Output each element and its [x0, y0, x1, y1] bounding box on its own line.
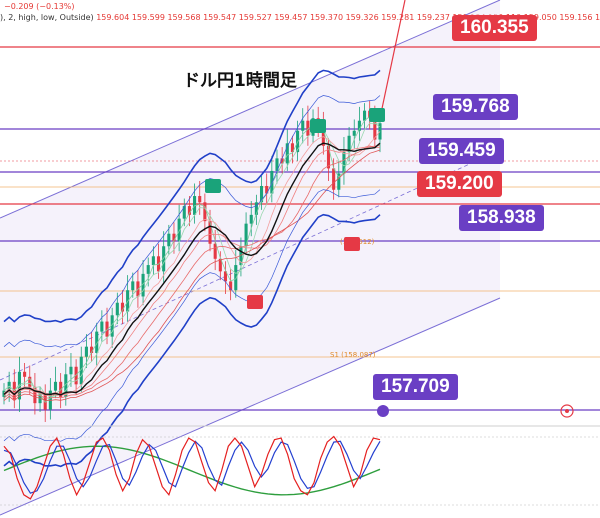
- candle-body: [69, 366, 73, 375]
- candle-body: [53, 381, 58, 391]
- ma-line: [3, 145, 381, 397]
- channel-lower-line: [0, 297, 501, 516]
- candle-body: [347, 135, 351, 153]
- oscillator-k-line: [3, 435, 381, 500]
- pattern-marker: [310, 119, 326, 133]
- price-tag-5: 157.709: [373, 374, 458, 400]
- ma-line: [3, 131, 381, 396]
- candle-body: [249, 214, 253, 224]
- price-tag-4: 158.938: [459, 205, 544, 231]
- candle-body: [363, 110, 367, 121]
- candle-body: [64, 374, 68, 397]
- bollinger-inner-lower: [3, 189, 381, 442]
- candle-body: [265, 185, 269, 194]
- target-icon: [560, 404, 574, 418]
- candle-body: [234, 265, 238, 291]
- candle-body: [352, 130, 356, 136]
- indicator-values-row: ), 2, high, low, Outside) 159.604 159.59…: [0, 13, 600, 22]
- candle-body: [115, 302, 119, 316]
- candle-body: [326, 145, 331, 169]
- candle-body: [259, 185, 264, 203]
- candle-body: [110, 315, 114, 337]
- candle-body: [146, 265, 150, 274]
- price-tag-1: 159.768: [433, 94, 518, 120]
- candle-body: [223, 271, 228, 282]
- bollinger-upper: [3, 69, 381, 323]
- candle-body: [28, 376, 32, 387]
- candle-body: [321, 125, 325, 146]
- candle-body: [187, 206, 191, 215]
- indicator-params: ), 2, high, low, Outside): [0, 13, 94, 22]
- candle-body: [285, 143, 289, 164]
- candle-body: [254, 202, 258, 215]
- bollinger-lower: [3, 213, 381, 468]
- pattern-marker: [205, 179, 221, 193]
- ma-main-line: [3, 142, 381, 396]
- target-icon-dot: [565, 409, 569, 413]
- candle-body: [213, 243, 217, 259]
- indicator-header: −0.209 (−0.13%) ), 2, high, low, Outside…: [0, 0, 600, 24]
- projection-line: [379, 0, 406, 119]
- candle-body: [203, 202, 207, 222]
- pattern-marker: [344, 237, 360, 251]
- candle-body: [239, 246, 243, 266]
- indicator-values: 159.604 159.599 159.568 159.547 159.527 …: [96, 13, 600, 22]
- candle-body: [100, 321, 104, 332]
- candle-body: [280, 158, 284, 164]
- candle-body: [378, 123, 382, 140]
- candle-body: [84, 346, 88, 357]
- candle-body: [208, 221, 212, 244]
- alert-icon: [377, 405, 389, 417]
- candle-body: [167, 233, 171, 247]
- candle-body: [342, 152, 346, 174]
- candle-body: [38, 394, 42, 404]
- candle-body: [172, 233, 176, 242]
- candle-body: [306, 120, 310, 136]
- candle-body: [177, 218, 181, 242]
- chart-title: ドル円1時間足: [183, 71, 297, 91]
- candle-body: [244, 223, 248, 247]
- oscillator-d-line: [3, 440, 381, 494]
- candle-body: [337, 173, 341, 190]
- ma-line: [3, 145, 381, 399]
- candle-body: [162, 246, 166, 272]
- pattern-marker: [369, 108, 385, 122]
- channel-mid-line: [0, 149, 501, 381]
- candle-body: [23, 371, 27, 377]
- candle-body: [131, 281, 135, 291]
- change-readout: −0.209 (−0.13%): [4, 2, 75, 11]
- price-tag-3: 159.200: [417, 171, 502, 197]
- candle-body: [120, 302, 125, 312]
- candle-body: [79, 356, 83, 385]
- candle-body: [90, 346, 94, 353]
- pattern-marker: [247, 295, 263, 309]
- candle-body: [182, 206, 186, 219]
- bollinger-inner-upper: [3, 95, 381, 348]
- candle-body: [357, 120, 361, 131]
- candle-body: [275, 158, 279, 171]
- ma-line: [3, 149, 381, 402]
- candle-body: [95, 331, 99, 353]
- price-tag-0: 160.355: [452, 15, 537, 41]
- candle-body: [290, 143, 294, 153]
- price-tag-2: 159.459: [419, 138, 504, 164]
- candle-body: [301, 120, 305, 131]
- candle-body: [270, 170, 274, 194]
- candle-body: [218, 258, 222, 272]
- candle-body: [105, 321, 109, 337]
- candle-body: [332, 168, 336, 190]
- candle-body: [198, 196, 202, 203]
- candle-body: [229, 281, 233, 291]
- candle-body: [48, 390, 52, 410]
- oscillator-slow-line: [3, 445, 381, 496]
- channel-upper-line: [0, 0, 501, 219]
- candle-body: [151, 256, 155, 266]
- candle-body: [141, 273, 145, 297]
- candle-body: [373, 118, 377, 140]
- s1-label: S1 (158.087): [330, 351, 376, 359]
